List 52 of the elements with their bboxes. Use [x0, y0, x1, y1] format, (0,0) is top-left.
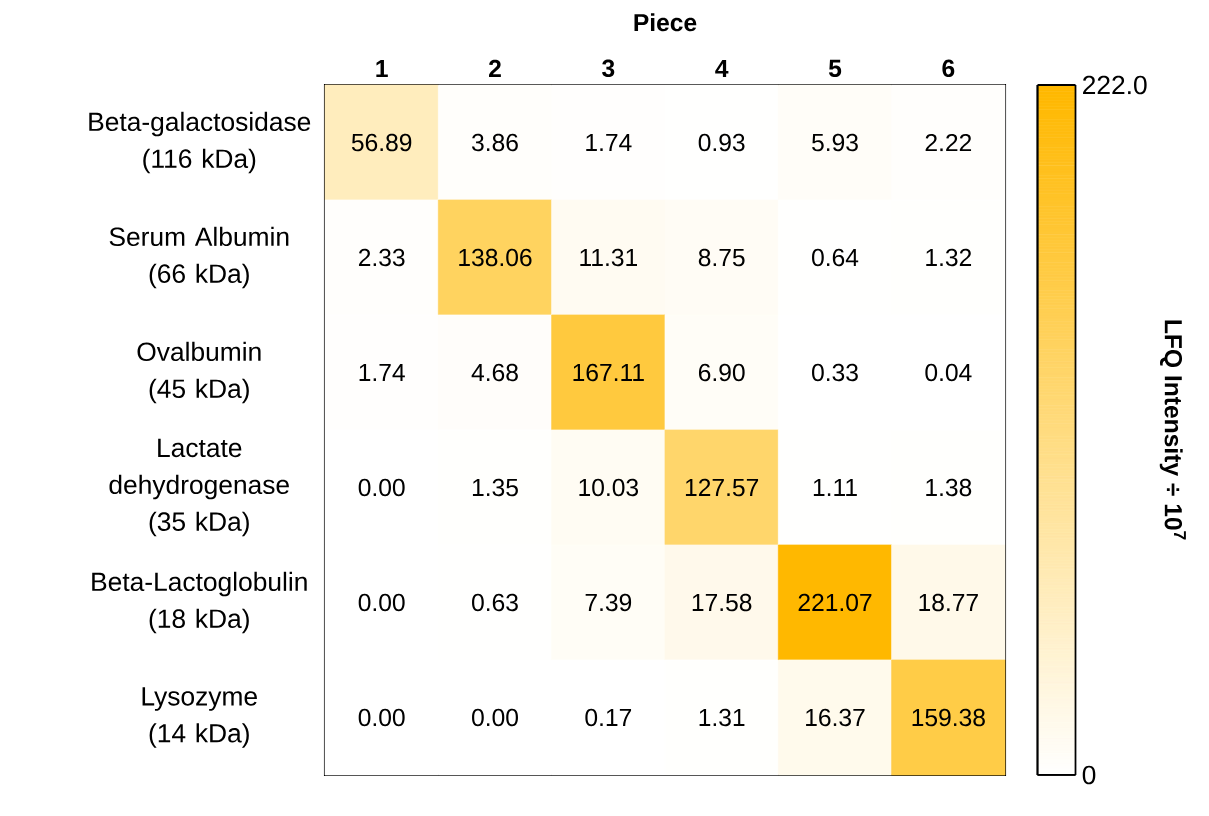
data-label: 2.33 — [358, 248, 405, 267]
data-label: 0.17 — [585, 708, 632, 727]
data-label: 0.00 — [358, 593, 405, 612]
y-tick-label: Serum Albumin (66 kDa) — [109, 226, 289, 289]
data-label: 1.74 — [359, 364, 405, 381]
data-label: 1.32 — [926, 248, 972, 267]
data-label: 0.00 — [358, 708, 405, 727]
data-label: 127.57 — [685, 478, 759, 497]
data-label: 6.90 — [698, 363, 745, 382]
data-label: 0.04 — [925, 363, 972, 382]
data-label: 11.31 — [580, 248, 637, 267]
data-label: 0.63 — [472, 593, 518, 612]
data-label: 4.68 — [471, 363, 518, 382]
data-label: 56.89 — [351, 133, 412, 152]
data-label: 16.37 — [806, 708, 865, 727]
x-tick-label: 6 — [942, 59, 955, 78]
data-label: 0.33 — [812, 363, 858, 382]
data-label: 167.11 — [573, 363, 644, 382]
data-label: 5.93 — [812, 133, 858, 152]
data-label: 159.38 — [912, 708, 985, 727]
data-label: 1.35 — [472, 478, 518, 497]
x-tick-label: 3 — [602, 59, 615, 78]
color-bar-label: 0 — [1082, 765, 1096, 785]
data-label: 1.74 — [586, 134, 632, 151]
data-label: 10.03 — [579, 478, 639, 497]
x-tick-label: 2 — [489, 59, 501, 78]
x-tick-label: 4 — [715, 60, 729, 78]
data-label: 18.77 — [919, 593, 978, 612]
data-label: 3.86 — [472, 133, 518, 152]
y-tick-label: Beta-galactosidase (116 kDa) — [89, 111, 311, 174]
data-label: 221.07 — [798, 593, 872, 612]
x-axis-title: Piece — [634, 13, 697, 32]
y-tick-label: Ovalbumin (45 kDa) — [137, 341, 261, 404]
data-label: 1.31 — [699, 708, 745, 727]
data-label: 138.06 — [459, 248, 532, 267]
data-label: 2.22 — [925, 133, 972, 152]
data-label: 0.93 — [698, 133, 745, 152]
data-label: 8.75 — [698, 248, 745, 267]
color-bar-title: LFQ Intensity ÷ 10$^{7}$ — [1159, 320, 1186, 540]
data-label: 7.39 — [585, 593, 632, 612]
y-tick-label: Beta-Lactoglobulin (18 kDa) — [92, 571, 307, 634]
x-tick-label: 1 — [376, 60, 388, 78]
x-tick-label: 5 — [828, 59, 842, 78]
data-label: 1.38 — [926, 478, 972, 497]
color-bar-label: 222.0 — [1083, 75, 1147, 95]
y-tick-label: Lactate dehydrogenase (35 kDa) — [109, 438, 289, 537]
data-label: 1.11 — [813, 479, 857, 496]
y-tick-label: Lysozyme (14 kDa) — [142, 687, 257, 748]
data-label: 0.00 — [358, 478, 405, 497]
data-label: 17.58 — [692, 593, 752, 612]
data-label: 0.00 — [472, 708, 518, 727]
data-label: 0.64 — [812, 248, 859, 267]
